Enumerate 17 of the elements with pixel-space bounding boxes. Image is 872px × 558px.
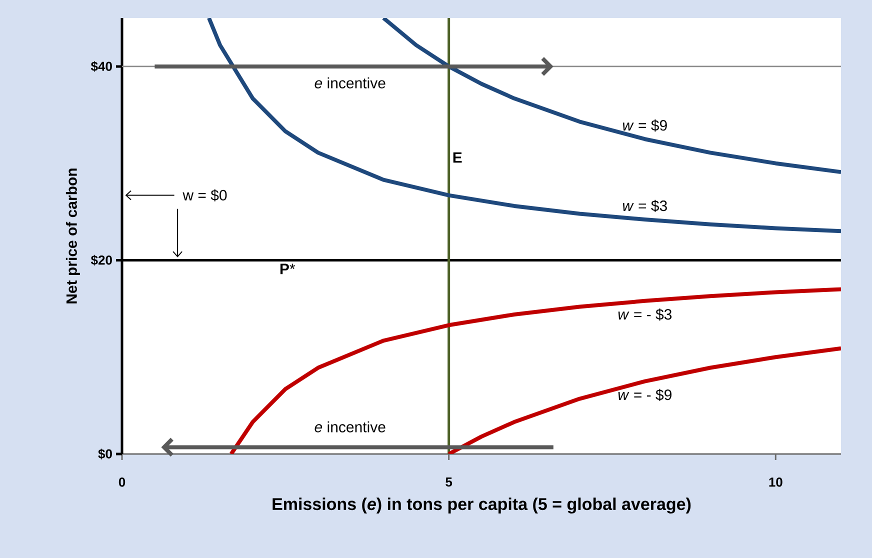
ref-line-label: E	[453, 152, 462, 163]
series-label: w = $9	[622, 119, 667, 132]
annotation: e incentive	[314, 421, 386, 432]
y-axis-title: Net price of carbon	[66, 168, 80, 304]
annotation: w = $0	[182, 189, 227, 202]
text: Emissions (e) in tons per capita (5 = global average)	[272, 498, 691, 514]
annotation: e incentive	[314, 77, 386, 88]
y-tick-label: $20	[90, 254, 112, 266]
y-tick-label: $40	[90, 61, 112, 72]
y-tick-label: $0	[98, 448, 112, 460]
series-label: w = - $3	[618, 308, 672, 321]
x-tick-label: 10	[769, 478, 782, 487]
series-label: w = $3	[622, 200, 667, 212]
x-tick-label: 0	[118, 478, 126, 487]
ref-line-label: P*	[280, 264, 296, 274]
series-label: w = - $9	[618, 388, 672, 402]
x-tick-label: 5	[446, 478, 452, 487]
